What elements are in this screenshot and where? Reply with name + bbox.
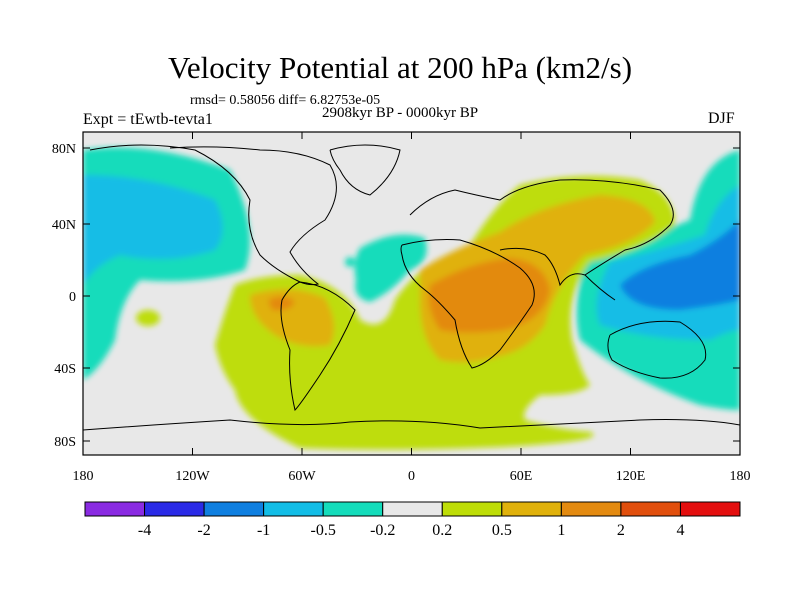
coast-south-america [280,281,356,411]
stats-subtitle: rmsd= 0.58056 diff= 6.82753e-05 [190,93,381,108]
coast-australia [607,320,707,379]
coastlines [83,144,740,431]
colorbar-swatch [501,501,562,517]
colorbar-label: 2 [617,522,625,539]
coast-antarctica [83,419,740,431]
lon-tick-label: 60W [288,469,316,484]
lat-tick-label: 80S [54,435,76,450]
lat-tick-label: 40N [52,218,76,233]
lon-tick-label: 60E [510,469,533,484]
colorbar-swatch [144,501,205,517]
colorbar-swatch [620,501,681,517]
colorbar-label: -4 [138,522,151,539]
colorbar-swatch [679,501,741,517]
colorbar-label: -0.5 [311,522,336,539]
positive-spot [136,310,160,326]
season-label: DJF [708,110,735,127]
colorbar-swatch [441,501,503,517]
colorbar-swatch [263,501,324,517]
lat-tick-label: 40S [54,362,76,377]
map-title: Velocity Potential at 200 hPa (km2/s) [167,50,633,85]
longitude-axis: 180 120W 60W 0 60E 120E 180 [73,132,751,484]
colorbar-label: -1 [257,522,270,539]
negative-region-atlantic [354,234,427,302]
contour-field [83,132,740,455]
lon-tick-label: 120W [175,469,210,484]
colorbar-swatch [560,501,622,517]
colorbar-label: 0.5 [492,522,512,539]
colorbar-swatch [382,501,443,517]
lat-tick-label: 80N [52,142,76,157]
colorbar-label: -2 [197,522,210,539]
colorbar-label: -0.2 [370,522,395,539]
latitude-axis: 80N 40N 0 40S 80S [52,142,740,450]
colorbar-label: 4 [676,522,684,539]
colorbar-swatch [322,501,384,517]
colorbar-label: 0.2 [432,522,452,539]
colorbar-swatch [84,501,146,517]
coast-africa [400,239,535,369]
negative-spot [345,257,355,267]
lon-tick-label: 120E [616,469,646,484]
coast-asia-south [499,247,616,301]
coast-greenland [329,144,401,196]
lon-tick-label: 0 [408,469,415,484]
period-label: 2908kyr BP - 0000kyr BP [322,105,479,121]
colorbar-swatch [203,501,265,517]
lon-tick-label: 180 [73,469,94,484]
negative-region-west-inner [83,175,223,285]
coast-north-america [89,144,337,286]
negative-region-east-core [620,220,740,310]
lat-tick-label: 0 [69,290,76,305]
colorbar: -4 -2 -1 -0.5 -0.2 0.2 0.5 1 2 4 [84,501,741,539]
lon-tick-label: 180 [730,469,751,484]
experiment-label: Expt = tEwtb-tevta1 [83,111,213,128]
coast-europe [409,179,674,276]
colorbar-label: 1 [557,522,565,539]
positive-region-core [268,258,550,333]
